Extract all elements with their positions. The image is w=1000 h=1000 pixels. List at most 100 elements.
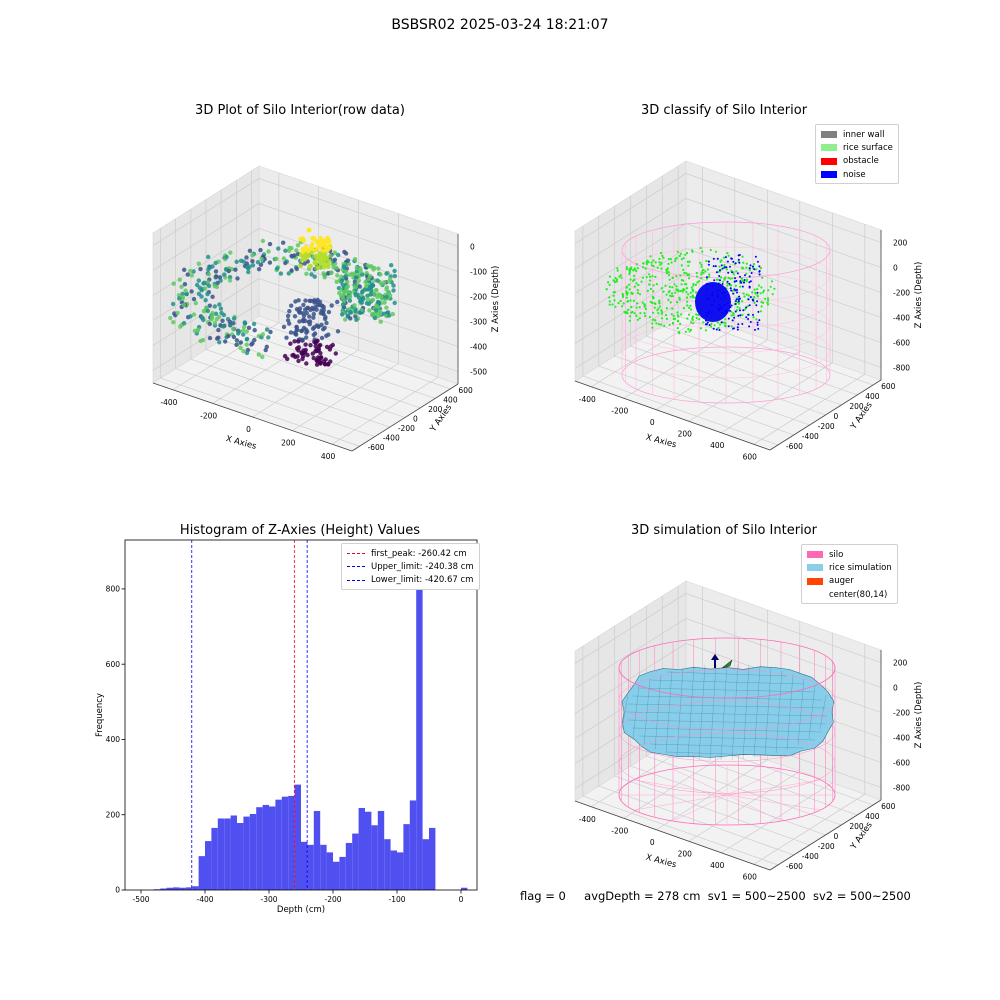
noise-point [754,328,756,331]
data-point [244,261,249,266]
histogram-bar [307,844,314,890]
legend-swatch [807,551,823,559]
data-point [304,335,309,340]
data-point [324,344,330,350]
data-point [183,288,188,293]
noise-point [734,277,736,280]
rice-surface-point [662,256,665,259]
noise-point [707,263,710,266]
noise-point [758,265,761,268]
data-point [364,270,369,276]
rice-surface-point [735,309,739,312]
data-point [281,256,287,261]
data-point [343,273,349,279]
rice-surface-point [655,322,658,325]
simulation-scene [618,637,836,826]
z-tick-label: -800 [893,784,910,793]
noise-point [726,310,729,313]
data-point [372,278,377,283]
rice-surface-point [718,265,721,268]
data-point [375,304,380,310]
rice-surface-point [672,314,675,317]
data-point [391,283,396,288]
surface-mesh-line [808,685,816,739]
x-axis-line [574,800,771,871]
data-point [319,335,325,341]
rice-surface-point [675,285,678,288]
data-point [297,319,302,324]
rice-surface-point [723,324,726,327]
rice-surface-point [705,277,709,280]
silo-top-ring [618,637,836,699]
rice-surface-point [652,311,655,314]
noise-point [756,291,759,294]
data-point [319,252,324,258]
surface-mesh-line [797,678,805,746]
rice-surface-point [629,315,632,318]
rice-surface-point [621,305,624,308]
data-point [311,315,316,320]
data-point [392,273,397,279]
data-point [202,286,208,291]
gridline-y [190,209,390,428]
noise-point [737,314,740,317]
rice-surface-point [671,322,675,325]
rice-surface-point [627,308,630,311]
noise-point [743,279,746,281]
noise-point [747,318,750,320]
histogram-bar [461,887,468,890]
noise-point [704,323,707,326]
rice-surface-point [628,319,632,322]
data-point [324,320,329,326]
rice-surface-point [621,292,624,296]
rice-surface-point [632,279,635,282]
histogram-bar [345,842,353,890]
rice-surface-point [702,272,705,275]
gridline-y [598,636,794,856]
y-tick-label: -400 [802,852,819,861]
gridline-z [574,173,882,244]
data-point [196,278,201,283]
x-tick-label: 0 [650,418,655,427]
noise-point [717,289,720,292]
data-point [246,269,251,275]
data-point [213,260,218,266]
noise-point [705,287,708,290]
rice-surface-point [670,313,673,316]
gridline-y [598,216,794,436]
data-point [356,272,362,277]
data-point [293,332,299,337]
data-point [217,302,222,307]
rice-surface-point [680,313,683,316]
rice-surface-point [631,310,634,314]
data-point [341,264,346,269]
rice-surface-point [625,296,629,299]
rice-surface-point [679,289,682,293]
rice-surface-point [689,304,692,307]
noise-point [730,304,733,307]
data-point [370,298,375,303]
noise-point [749,280,752,283]
rice-surface-point [761,291,765,294]
rice-surface-point [691,315,695,318]
rice-surface-point [652,290,655,293]
noise-point [720,264,723,267]
rice-surface-point [651,326,654,329]
sv2-text: sv2 = 500~2500 [812,889,911,903]
rice-surface-point [608,283,611,286]
rice-surface-point [652,265,655,268]
data-point [194,282,200,288]
gridline-y [614,206,810,426]
rice-surface-point [676,314,679,317]
rice-surface-point [661,254,664,257]
data-point [222,272,227,277]
data-point [322,316,328,322]
rice-surface-point [633,285,636,288]
data-point [242,324,247,330]
data-point [260,238,266,244]
data-point [357,310,362,315]
rice-surface-point [628,271,632,274]
rice-surface-point [618,275,621,278]
rice-surface-point [699,261,702,264]
